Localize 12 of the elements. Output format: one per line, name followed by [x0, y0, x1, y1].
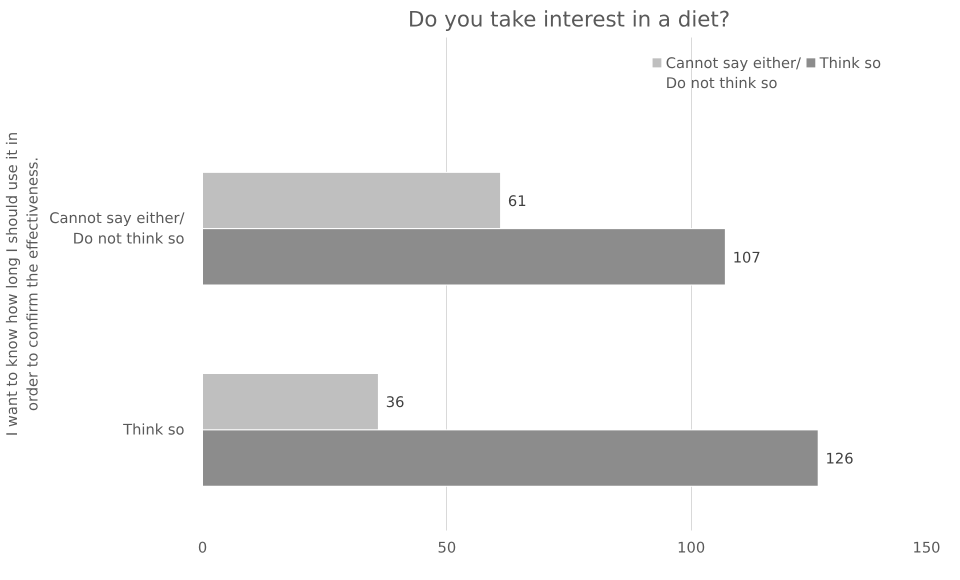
data-label: 126 — [826, 450, 854, 468]
y-axis-title: I want to know how long I should use it in order to confirm the effectiveness. — [4, 132, 42, 436]
data-label: 107 — [732, 249, 761, 266]
legend-label: Cannot say either/ Do not think so — [666, 54, 802, 92]
legend-label: Think so — [818, 54, 882, 72]
x-tick-label: 150 — [912, 540, 941, 556]
x-tick-label: 100 — [677, 540, 706, 556]
data-label: 61 — [508, 192, 527, 210]
x-tick-label: 50 — [438, 540, 456, 556]
x-tick-label: 0 — [198, 540, 208, 556]
data-label: 36 — [386, 394, 404, 412]
chart-title: Do you take interest in a diet? — [408, 8, 730, 32]
